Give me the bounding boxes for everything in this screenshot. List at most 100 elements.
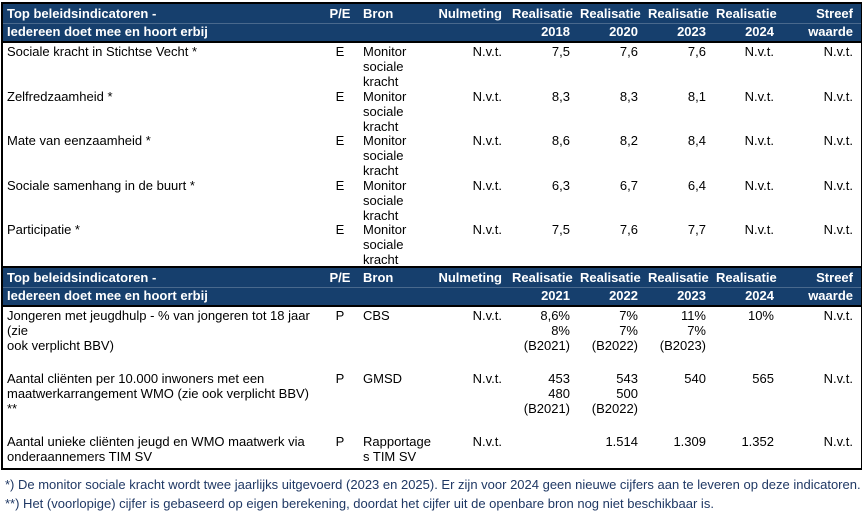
col-header-realisatie-2021: Realisatie 2021 <box>512 269 573 303</box>
streefwaarde-value: N.v.t. <box>823 222 853 238</box>
col-header-realisatie-2024: Realisatie 2024 <box>716 269 777 303</box>
realisatie-2024-value: 1.352 <box>741 433 774 449</box>
bron-value: Monitor sociale kracht <box>363 222 407 266</box>
col-header-pe: P/E <box>329 6 351 21</box>
realisatie-2023-value: 6,4 <box>687 177 706 193</box>
bron-value: CBS <box>363 307 390 323</box>
realisatie-2023-value: 540 <box>684 370 706 386</box>
realisatie-2020-value: 8,2 <box>619 133 638 149</box>
indicator-name: Sociale samenhang in de buurt * <box>7 177 195 193</box>
indicator-name: Jongeren met jeugdhulp - % van jongeren … <box>7 307 310 353</box>
realisatie-2018-value: 6,3 <box>551 177 570 193</box>
nulmeting-value: N.v.t. <box>472 88 502 104</box>
realisatie-2021-value: 453 480 (B2021) <box>523 370 570 416</box>
realisatie-2020-value: 7,6 <box>619 44 638 59</box>
indicator-name: Mate van eenzaamheid * <box>7 133 151 149</box>
streefwaarde-value: N.v.t. <box>823 133 853 149</box>
footnote-voorlopig-cijfer: **) Het (voorlopige) cijfer is gebaseerd… <box>5 495 714 511</box>
realisatie-2018-value: 7,5 <box>551 44 570 59</box>
pe-value: P <box>335 307 345 323</box>
section-2-header-row: Top beleidsindicatoren - Iedereen doet m… <box>3 267 861 307</box>
table-row: Zelfredzaamheid * E Monitor sociale krac… <box>3 88 861 133</box>
col-header-realisatie-2023: Realisatie 2023 <box>648 269 709 303</box>
indicator-name: Aantal cliënten per 10.000 inwoners met … <box>7 370 309 416</box>
realisatie-2018-value: 8,3 <box>551 88 570 104</box>
realisatie-2024-value: N.v.t. <box>744 44 774 59</box>
section-title: Top beleidsindicatoren - Iedereen doet m… <box>7 269 208 303</box>
indicator-name: Aantal unieke cliënten jeugd en WMO maat… <box>7 433 305 464</box>
col-header-bron: Bron <box>363 269 394 285</box>
section-social-kracht: Top beleidsindicatoren - Iedereen doet m… <box>3 4 861 266</box>
realisatie-2020-value: 7,6 <box>619 222 638 238</box>
streefwaarde-value: N.v.t. <box>823 307 853 323</box>
nulmeting-value: N.v.t. <box>472 44 502 59</box>
section-title: Top beleidsindicatoren - Iedereen doet m… <box>7 6 208 39</box>
realisatie-2024-value: 10% <box>747 307 774 323</box>
col-header-streefwaarde: Streef waarde <box>808 6 853 39</box>
col-header-nulmeting: Nulmeting <box>438 6 502 21</box>
table-row: Sociale samenhang in de buurt * E Monito… <box>3 177 861 222</box>
realisatie-2023-value: 8,4 <box>687 133 706 149</box>
nulmeting-value: N.v.t. <box>472 222 502 238</box>
pe-value: E <box>335 133 345 149</box>
section-1-header-row: Top beleidsindicatoren - Iedereen doet m… <box>3 4 861 43</box>
section-jeugd-wmo: Top beleidsindicatoren - Iedereen doet m… <box>3 265 861 468</box>
nulmeting-value: N.v.t. <box>472 370 502 386</box>
pe-value: E <box>335 177 345 193</box>
bron-value: Monitor sociale kracht <box>363 88 407 133</box>
realisatie-2024-value: N.v.t. <box>744 177 774 193</box>
bron-value: GMSD <box>363 370 402 386</box>
realisatie-2023-value: 8,1 <box>687 88 706 104</box>
pe-value: E <box>335 44 345 59</box>
realisatie-2021-value: 8,6% 8% (B2021) <box>523 307 570 353</box>
col-header-bron: Bron <box>363 6 394 21</box>
realisatie-2023-value: 11% 7% (B2023) <box>659 307 706 353</box>
pe-value: E <box>335 222 345 238</box>
pe-value: P <box>335 433 345 449</box>
table-row: Mate van eenzaamheid * E Monitor sociale… <box>3 132 861 177</box>
col-header-realisatie-2020: Realisatie 2020 <box>580 6 641 39</box>
col-header-realisatie-2022: Realisatie 2022 <box>580 269 641 303</box>
streefwaarde-value: N.v.t. <box>823 44 853 59</box>
indicator-name: Zelfredzaamheid * <box>7 88 113 104</box>
col-header-nulmeting: Nulmeting <box>438 269 502 285</box>
bron-value: Monitor sociale kracht <box>363 177 407 222</box>
streefwaarde-value: N.v.t. <box>823 370 853 386</box>
col-header-realisatie-2024: Realisatie 2024 <box>716 6 777 39</box>
realisatie-2024-value: 565 <box>752 370 774 386</box>
table-row: Aantal cliënten per 10.000 inwoners met … <box>3 370 861 433</box>
realisatie-2024-value: N.v.t. <box>744 133 774 149</box>
realisatie-2024-value: N.v.t. <box>744 222 774 238</box>
table-row: Participatie * E Monitor sociale kracht … <box>3 221 861 266</box>
nulmeting-value: N.v.t. <box>472 133 502 149</box>
indicator-name: Participatie * <box>7 222 80 238</box>
realisatie-2023-value: 1.309 <box>673 433 706 449</box>
pe-value: P <box>335 370 345 386</box>
realisatie-2022-value: 7% 7% (B2022) <box>591 307 638 353</box>
realisatie-2020-value: 6,7 <box>619 177 638 193</box>
realisatie-2020-value: 8,3 <box>619 88 638 104</box>
table-row: Jongeren met jeugdhulp - % van jongeren … <box>3 307 861 370</box>
indicator-name: Sociale kracht in Stichtse Vecht * <box>7 44 198 59</box>
col-header-realisatie-2018: Realisatie 2018 <box>512 6 573 39</box>
realisatie-2022-value: 543 500 (B2022) <box>591 370 638 416</box>
col-header-realisatie-2023: Realisatie 2023 <box>648 6 709 39</box>
realisatie-2022-value: 1.514 <box>605 433 638 449</box>
table-row: Sociale kracht in Stichtse Vecht * E Mon… <box>3 43 861 88</box>
streefwaarde-value: N.v.t. <box>823 433 853 449</box>
streefwaarde-value: N.v.t. <box>823 88 853 104</box>
nulmeting-value: N.v.t. <box>472 177 502 193</box>
realisatie-2023-value: 7,6 <box>687 44 706 59</box>
nulmeting-value: N.v.t. <box>472 307 502 323</box>
footnote-monitor-sociale-kracht: *) De monitor sociale kracht wordt twee … <box>5 476 861 492</box>
bron-value: Monitor sociale kracht <box>363 133 407 177</box>
pe-value: E <box>335 88 345 104</box>
col-header-pe: P/E <box>329 269 351 285</box>
realisatie-2024-value: N.v.t. <box>744 88 774 104</box>
nulmeting-value: N.v.t. <box>472 433 502 449</box>
realisatie-2023-value: 7,7 <box>687 222 706 238</box>
indicators-table: Top beleidsindicatoren - Iedereen doet m… <box>1 2 862 470</box>
realisatie-2021-value <box>508 433 576 468</box>
streefwaarde-value: N.v.t. <box>823 177 853 193</box>
